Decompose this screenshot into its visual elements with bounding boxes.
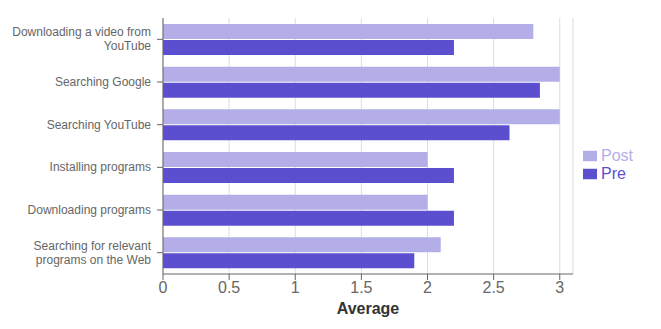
svg-text:Downloading a video fromYouTub: Downloading a video fromYouTube (12, 25, 151, 53)
svg-text:Searching Google: Searching Google (55, 75, 151, 89)
svg-text:0.5: 0.5 (218, 279, 240, 296)
svg-text:2.5: 2.5 (483, 279, 505, 296)
svg-text:1.5: 1.5 (350, 279, 372, 296)
svg-text:Searching for relevantprograms: Searching for relevantprograms on the We… (34, 239, 152, 267)
html-text:Pre: Pre (601, 164, 626, 182)
svg-text:2: 2 (423, 279, 432, 296)
svg-text:Installing programs: Installing programs (50, 160, 151, 174)
svg-text:Searching YouTube: Searching YouTube (47, 118, 152, 132)
svg-text:3: 3 (555, 279, 564, 296)
html-text:Post: Post (601, 146, 633, 164)
svg-text:Average: Average (337, 300, 400, 317)
svg-text:0: 0 (159, 279, 168, 296)
svg-text:1: 1 (291, 279, 300, 296)
svg-text:Downloading programs: Downloading programs (28, 203, 151, 217)
